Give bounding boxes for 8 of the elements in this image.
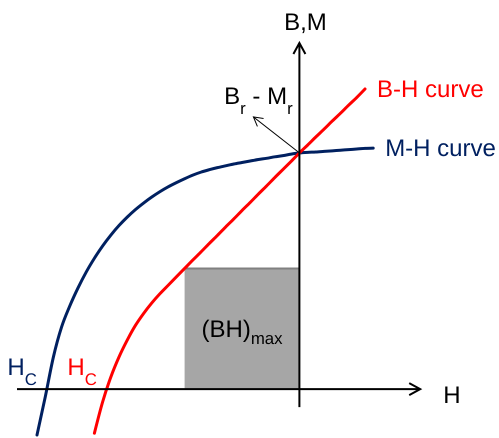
series-label: M-H curve (385, 134, 496, 162)
annotation: B$_{r}$ - M$_{r}$ (224, 82, 294, 118)
annotation: H$_{C}$ (7, 354, 37, 389)
x-axis-title: H (443, 382, 461, 410)
series-label: (BH)$_{max}$ (201, 315, 284, 348)
y-axis-title: B,M (284, 9, 327, 36)
series-label: B-H curve (377, 76, 484, 102)
annotation: H$_{C}$ (67, 354, 97, 389)
